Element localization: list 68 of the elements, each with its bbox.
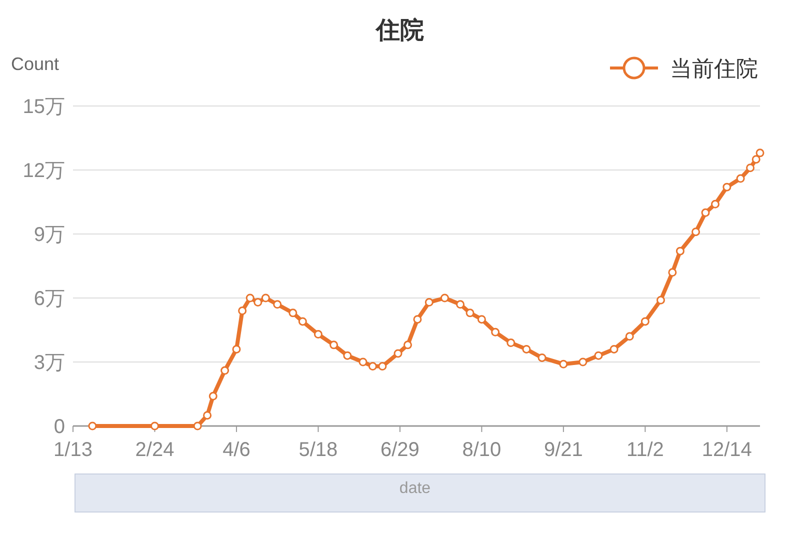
point: [358, 358, 368, 366]
point: [193, 422, 202, 430]
legend-label: 当前住院: [670, 56, 758, 81]
point: [640, 317, 650, 326]
y-tick-label: 0: [54, 416, 65, 438]
point: [610, 344, 618, 354]
point: [394, 349, 402, 358]
point: [403, 340, 412, 350]
point: [88, 422, 97, 430]
point: [208, 392, 218, 400]
y-tick-label: 6万: [34, 288, 65, 310]
point: [378, 362, 387, 371]
point: [238, 306, 247, 316]
point: [722, 182, 732, 192]
point: [594, 351, 603, 360]
x-tick-label: 1/13: [54, 439, 92, 461]
point: [736, 174, 745, 183]
point: [506, 338, 516, 348]
point: [298, 317, 307, 326]
point: [273, 300, 282, 309]
y-tick-label: 15万: [22, 96, 65, 118]
point: [746, 164, 755, 172]
point: [456, 300, 465, 309]
x-tick-label: 9/21: [544, 439, 583, 461]
point: [440, 294, 449, 302]
point: [413, 315, 422, 324]
x-tick-label: 2/24: [135, 439, 174, 461]
point: [330, 340, 338, 350]
x-tick-label: 8/10: [462, 439, 502, 461]
point: [538, 353, 546, 362]
point: [424, 298, 434, 307]
point: [150, 422, 159, 430]
point: [578, 358, 588, 366]
point: [625, 332, 634, 341]
point: [752, 155, 760, 164]
chart-title: 住院: [375, 17, 424, 44]
point: [343, 351, 352, 360]
y-tick-label: 12万: [22, 160, 65, 182]
point: [701, 208, 710, 217]
x-tick-label: 11/2: [626, 439, 664, 461]
x-tick-label: 4/6: [222, 439, 250, 461]
point: [368, 362, 377, 371]
point: [676, 246, 684, 256]
x-axis-title: date: [399, 480, 431, 497]
y-tick-label: 9万: [34, 224, 65, 246]
point: [220, 366, 230, 375]
point: [314, 330, 322, 339]
point: [692, 228, 700, 236]
y-tick-label: 3万: [34, 352, 65, 374]
point: [559, 360, 568, 368]
point: [491, 328, 500, 336]
point: [477, 315, 486, 324]
y-axis-title: Count: [10, 54, 60, 74]
point: [522, 344, 531, 354]
x-tick-label: 5/18: [298, 439, 338, 461]
x-tick-label: 12/14: [702, 439, 752, 461]
point: [288, 308, 298, 318]
point: [466, 308, 474, 318]
point: [756, 148, 764, 158]
point: [246, 294, 254, 302]
point: [261, 294, 270, 302]
point: [203, 411, 212, 420]
point: [232, 344, 241, 354]
x-tick-label: 6/29: [380, 439, 420, 461]
point: [656, 296, 665, 304]
point: [668, 268, 677, 277]
point: [710, 200, 720, 208]
point: [254, 298, 262, 307]
